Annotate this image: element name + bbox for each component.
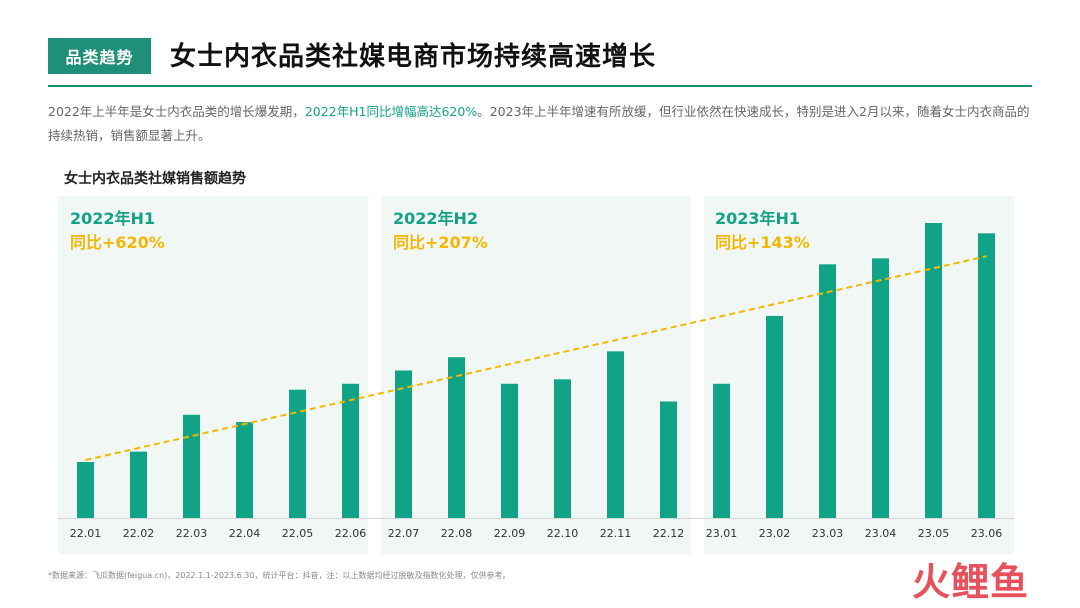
panel-label-2022-h1: 2022年H1 同比+620% (70, 207, 165, 255)
brand-logo: 火鲤鱼 (912, 560, 1062, 604)
bar-22.12 (660, 401, 677, 518)
x-tick-label: 22.08 (441, 527, 473, 540)
bar-22.01 (77, 461, 94, 518)
panel-period-2022-h1: 2022年H1 (70, 209, 156, 228)
x-tick-label: 22.06 (335, 527, 367, 540)
x-tick-label: 22.04 (229, 527, 261, 540)
panel-growth-2023-h1: 同比+143% (715, 233, 810, 252)
panel-label-2023-h1: 2023年H1 同比+143% (715, 207, 810, 255)
bar-22.07 (395, 370, 412, 518)
panel-period-2023-h1: 2023年H1 (715, 209, 801, 228)
x-tick-label: 23.04 (865, 527, 897, 540)
bar-23.06 (978, 233, 995, 518)
description-part2: 。2023年上半年增速有所放缓，但行业依然在快速成长，特别是进入2月以来，随着女… (48, 104, 1030, 143)
x-tick-label: 22.02 (123, 527, 155, 540)
panel-growth-2022-h1: 同比+620% (70, 233, 165, 252)
chart-title: 女士内衣品类社媒销售额趋势 (64, 171, 246, 187)
x-tick-label: 22.10 (547, 527, 579, 540)
panel-period-2022-h2: 2022年H2 (393, 209, 479, 228)
x-tick-label: 23.06 (971, 527, 1003, 540)
x-tick-label: 23.03 (812, 527, 844, 540)
panel-2022-h1 (58, 196, 368, 554)
description-highlight: 2022年H1同比增幅高达620% (304, 104, 478, 119)
brand-logo-text: 火鲤鱼 (912, 560, 1030, 604)
x-tick-label: 23.02 (759, 527, 791, 540)
panel-growth-2022-h2: 同比+207% (393, 233, 488, 252)
panel-2023-h1 (704, 196, 1014, 554)
page-title: 女士内衣品类社媒电商市场持续高速增长 (170, 42, 657, 72)
x-tick-label: 22.01 (70, 527, 102, 540)
bar-22.06 (342, 383, 359, 518)
bar-23.05 (925, 223, 942, 518)
x-tick-label: 22.12 (653, 527, 685, 540)
x-tick-label: 22.07 (388, 527, 420, 540)
bar-23.02 (766, 315, 783, 518)
x-tick-label: 22.11 (600, 527, 632, 540)
bar-23.04 (872, 258, 889, 518)
bar-22.10 (554, 379, 571, 518)
bar-22.02 (130, 451, 147, 518)
bar-22.04 (236, 422, 253, 518)
bar-23.03 (819, 264, 836, 518)
bar-22.09 (501, 383, 518, 518)
section-tag: 品类趋势 (48, 38, 151, 74)
data-source-note: *数据来源：飞瓜数据(feigua.cn)，2022.1.1-2023.6.30… (48, 571, 511, 580)
panel-label-2022-h2: 2022年H2 同比+207% (393, 207, 488, 255)
x-tick-label: 22.05 (282, 527, 314, 540)
x-tick-label: 22.09 (494, 527, 526, 540)
bar-22.08 (448, 357, 465, 518)
description-text: 2022年上半年是女士内衣品类的增长爆发期，2022年H1同比增幅高达620%。… (48, 100, 1038, 148)
bar-23.01 (713, 383, 730, 518)
description-part1: 2022年上半年是女士内衣品类的增长爆发期， (48, 104, 305, 119)
bar-22.03 (183, 414, 200, 518)
panel-2022-h2 (381, 196, 691, 554)
trend-line (85, 255, 987, 461)
x-tick-label: 22.03 (176, 527, 208, 540)
bar-22.05 (289, 389, 306, 518)
title-divider (48, 85, 1032, 87)
x-tick-label: 23.01 (706, 527, 738, 540)
bar-22.11 (607, 351, 624, 518)
x-tick-label: 23.05 (918, 527, 950, 540)
